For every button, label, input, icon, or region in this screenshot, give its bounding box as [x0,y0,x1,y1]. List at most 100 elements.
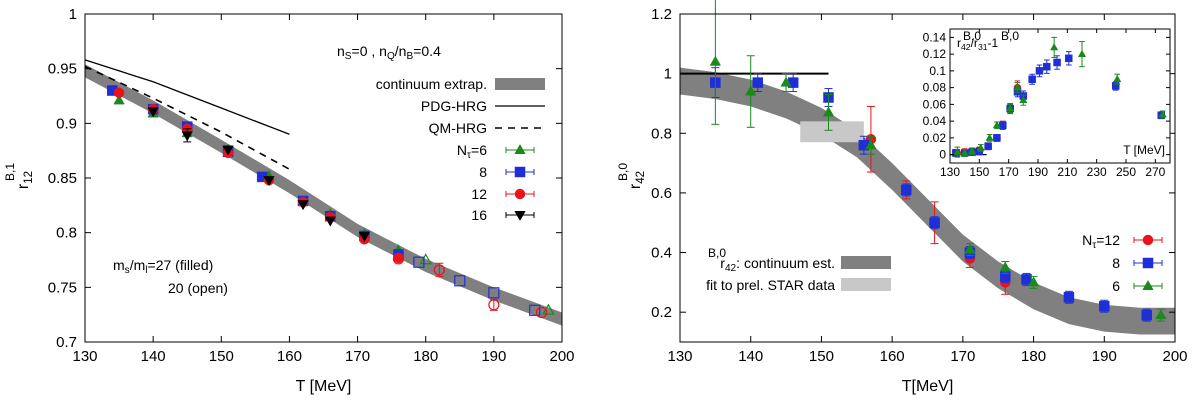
right-legend-nt6-marker [1142,279,1154,290]
inset-y-label-part: 42 [961,42,971,52]
right-xtick-label: 130 [667,348,692,365]
inset-series-6-point [1013,83,1022,91]
inset-series-6-point [992,120,1002,129]
right-band-legend-continuum-swatch [841,256,891,269]
left-y-axis-label-sup: B,1 [3,163,17,181]
right-legend-nt12-label-part: τ [1092,240,1096,251]
left-y-axis-label: r12 [15,171,35,189]
inset-series-6-point [967,146,977,155]
left-series-16-point [147,107,159,118]
left-legend-header: nS=0 , nQ/nB=0.4 [337,43,441,62]
right-band-legend-continuum-sup-part: B,0 [708,246,726,260]
left-annotation-line1-part: l [145,265,147,276]
pdg-hrg-line [84,59,290,135]
inset-series-6-point [985,133,994,141]
right-ytick-label: 0.4 [651,245,672,262]
left-series-16-point [358,231,371,242]
left-annotation-line1-part: s [125,265,130,276]
left-legend-nt6-marker [514,143,526,154]
right-band-legend-star: fit to prel. STAR data [706,277,835,293]
inset-xtick-label: 230 [1087,165,1107,179]
right-x-axis-label: T[MeV] [902,378,954,395]
left-ytick-label: 0.9 [56,115,77,132]
right-xtick-label: 200 [1162,348,1187,365]
right-series-8-point [901,184,912,196]
inset-series-6-point [1077,49,1087,57]
right-band-legend-continuum-part: r [720,255,725,271]
right-frame [679,13,1176,343]
right-xtick-label: 160 [880,348,905,365]
left-series-8-open-point [454,275,466,287]
right-ytick-label: 0.2 [651,304,672,321]
inset-xtick-label: 170 [999,165,1019,179]
left-x-axis-label: T [MeV] [296,378,352,395]
left-legend-header-part: B [406,51,413,62]
left-series-16-point [222,145,234,156]
left-legend-header-part: n [337,43,345,59]
left-y-axis-label-sup-part: B,1 [3,163,17,181]
inset-series-6-point [1019,95,1028,104]
right-series-8-point [1063,292,1075,303]
left-legend-header-part: S [345,51,352,62]
left-xtick-label: 180 [413,348,438,365]
left-series-12-point [113,87,125,98]
left-ytick-label: 0.8 [56,225,77,242]
right-series-6-point [964,243,976,254]
inset-series-6-point [1006,104,1015,112]
left-xtick-label: 170 [345,348,370,365]
right-ytick-label: 1.2 [651,6,672,23]
left-legend-header-part: =0.4 [413,43,441,59]
left-series-12-open-point [433,264,445,276]
right-series-6-point [1155,309,1167,320]
inset-ytick-label: 0.08 [923,81,947,95]
right-ytick-label: 0.6 [651,185,672,202]
inset-panel: 130 150 170 190 210 230 250 270 0 0.02 0.04 0.06 0.0… [923,28,1171,179]
right-band-legend-star-swatch [841,278,891,291]
inset-ytick-label: 0.14 [923,30,947,44]
right-xtick-label: 170 [950,348,975,365]
left-series-16-point [181,131,193,142]
inset-ytick-label: 0.1 [929,64,946,78]
inset-series-8-point [1065,54,1073,63]
inset-series-8-point [993,134,1001,142]
left-series-12-open-point [392,253,405,265]
inset-y-label-part: r [957,36,961,50]
left-annotation-line1: ms/ml=27 (filled) [113,257,213,276]
left-series-16-point [297,200,309,211]
right-series-6-point [709,55,722,66]
left-series-8-open-point [413,256,425,268]
left-legend-nt12-label: 12 [471,186,487,202]
right-y-axis-label: r42 [627,171,647,189]
right-xtick-label: 190 [1092,348,1117,365]
inset-ytick-label: 0.06 [923,97,947,111]
left-ytick-label: 1 [69,6,77,23]
left-ytick-label: 0.75 [48,279,77,296]
left-annotation-line1-part: /m [130,257,146,273]
left-series-8-open-point [488,287,500,299]
right-band-legend-continuum-part: : continuum est. [736,255,835,271]
right-series-8-point [1141,309,1152,321]
left-xtick-label: 160 [277,348,302,365]
inset-ytick-label: 0.04 [923,114,947,128]
inset-series-6-point [953,147,962,155]
right-y-axis-label-part: 42 [635,171,647,184]
right-continuum-band [680,67,1175,335]
left-legend-nt8-label: 8 [479,164,487,180]
inset-x-label: T [MeV] [1123,143,1165,157]
right-series-6-point [745,85,757,96]
left-series-16-point [324,216,336,227]
left-series-6-point [113,94,125,105]
right-series-8-point [929,217,940,228]
inset-series-6-point [960,148,969,156]
right-ytick-label: 0.8 [651,125,672,142]
left-legend-nt6-label-part: τ [467,150,471,161]
right-legend-nt12-marker [1142,234,1154,246]
right-legend-nt8-label: 8 [1112,255,1120,271]
left-y-axis-label-part: 12 [23,171,35,184]
right-series-6-point [999,261,1011,272]
left-annotation-line2: 20 (open) [168,280,228,296]
right-xtick-label: 140 [738,348,763,365]
left-legend-nt6-label: Nτ=6 [457,142,487,161]
right-legend-nt12-label: Nτ=12 [1082,232,1120,251]
